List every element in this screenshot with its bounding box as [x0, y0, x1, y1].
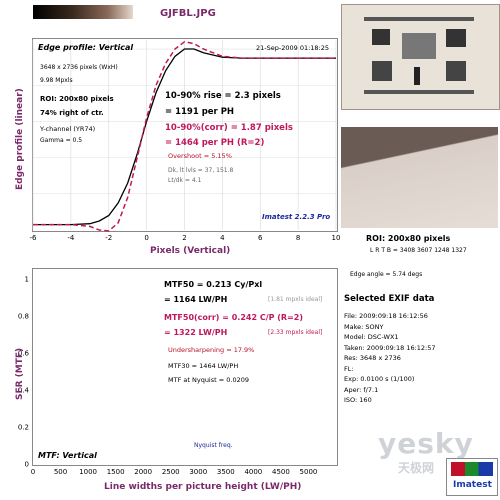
- edge-angle: Edge angle = 5.74 degs: [350, 271, 423, 278]
- exif-row: Taken: 2009:09:18 16:12:57: [344, 343, 436, 352]
- mtf-ylabel: SFR (MTF): [15, 347, 25, 400]
- edge-gamma: Gamma = 0.5: [40, 137, 83, 144]
- x-tick-label: 5000: [300, 468, 318, 476]
- edge-position: 74% right of ctr.: [40, 109, 104, 117]
- exif-row: Model: DSC-WX1: [344, 333, 399, 341]
- x-tick-label: 3000: [189, 468, 207, 476]
- ideal-1: [1.81 mpxls ideal]: [268, 296, 323, 303]
- y-tick-label: 0.8: [18, 313, 29, 321]
- mtf30: MTF30 = 1464 LW/PH: [168, 362, 239, 370]
- x-tick-label: 3500: [217, 468, 235, 476]
- y-tick-label: 0.6: [18, 350, 30, 358]
- x-tick-label: -2: [105, 234, 112, 242]
- edge-profile-panel: [32, 38, 338, 232]
- roi-crop-image: [341, 127, 498, 228]
- gray-gradient-strip: [33, 5, 133, 19]
- yesky-watermark: yesky: [378, 427, 474, 460]
- edge-per-ph-corr: = 1464 per PH (R=2): [165, 138, 265, 148]
- edge-dk-lt: Dk, lt lvls = 37, 151.8: [168, 167, 234, 174]
- edge-lt-dk: Lt/dk = 4.1: [168, 177, 202, 184]
- x-tick-label: 4000: [244, 468, 262, 476]
- imatest-logo-text: Imatest: [453, 480, 492, 490]
- undersharpening: Undersharpening = 17.9%: [168, 346, 255, 354]
- exif-row: FL:: [344, 364, 354, 373]
- file-title: GJFBL.JPG: [160, 8, 216, 19]
- x-tick-label: 1500: [107, 468, 125, 476]
- yesky-watermark-cn: 天极网: [398, 461, 435, 475]
- mtf-at-nyquist: MTF at Nyquist = 0.0209: [168, 376, 249, 384]
- mtf50-lw: = 1164 LW/PH: [164, 295, 228, 304]
- edge-per-ph: = 1191 per PH: [165, 107, 235, 117]
- x-tick-label: 1000: [79, 468, 97, 476]
- x-tick-label: 6: [258, 234, 263, 242]
- mtf50-corr: MTF50(corr) = 0.242 C/P (R=2): [164, 313, 304, 322]
- x-tick-label: 4500: [272, 468, 290, 476]
- x-tick-label: 500: [54, 468, 67, 476]
- roi-lrtb: L R T B = 3408 3607 1248 1327: [370, 247, 467, 254]
- edge-rise: 10-90% rise = 2.3 pixels: [165, 91, 281, 101]
- mtf-xlabel: Line widths per picture height (LW/PH): [104, 482, 302, 492]
- edge-roi: ROI: 200x80 pixels: [40, 95, 114, 103]
- x-tick-label: 2: [182, 234, 186, 242]
- exif-row: ISO: 160: [344, 396, 372, 404]
- x-tick-label: -4: [67, 234, 75, 242]
- x-tick-label: 2000: [134, 468, 152, 476]
- x-tick-label: 0: [144, 234, 148, 242]
- edge-rise-corr: 10-90%(corr) = 1.87 pixels: [165, 123, 293, 133]
- y-tick-label: 0.4: [18, 387, 30, 395]
- edge-ylabel: Edge profile (linear): [15, 88, 25, 190]
- edge-pixels: 3648 x 2736 pixels (WxH): [40, 64, 118, 71]
- exif-row: Exp: 0.0100 s (1/100): [344, 375, 415, 383]
- x-tick-label: 2500: [162, 468, 180, 476]
- edge-channel: Y-channel (YR74): [40, 125, 96, 133]
- x-tick-label: -6: [30, 234, 38, 242]
- edge-mpxls: 9.98 Mpxls: [40, 77, 73, 84]
- mtf50: MTF50 = 0.213 Cy/Pxl: [164, 280, 263, 289]
- exif-row: Aper: f/7.1: [344, 385, 379, 394]
- edge-overshoot: Overshoot = 5.15%: [168, 152, 232, 160]
- x-tick-label: 0: [31, 468, 35, 476]
- x-tick-label: 4: [220, 234, 225, 242]
- x-tick-label: 10: [332, 234, 341, 242]
- series-line-0: [33, 48, 336, 226]
- nyquist-label: Nyquist freq.: [194, 442, 233, 449]
- ideal-2: [2.33 mpxls ideal]: [268, 329, 323, 336]
- y-tick-label: 1: [25, 276, 29, 284]
- imatest-logo: Imatest: [446, 458, 498, 496]
- x-tick-label: 8: [296, 234, 300, 242]
- series-line-1: [33, 41, 336, 232]
- exif-row: Res: 3648 x 2736: [344, 354, 401, 362]
- edge-datetime: 21-Sep-2009 01:18:25: [256, 44, 330, 52]
- y-tick-label: 0.2: [18, 424, 29, 432]
- mtf-panel: [32, 268, 338, 466]
- mtf-title: MTF: Vertical: [38, 451, 97, 460]
- test-chart-thumbnail: [341, 4, 500, 110]
- edge-version: Imatest 2.2.3 Pro: [262, 213, 331, 221]
- exif-title: Selected EXIF data: [344, 294, 435, 304]
- roi-title: ROI: 200x80 pixels: [366, 234, 451, 243]
- edge-xlabel: Pixels (Vertical): [150, 246, 231, 256]
- exif-row: Make: SONY: [344, 322, 384, 331]
- edge-title: Edge profile: Vertical: [38, 43, 134, 52]
- exif-row: File: 2009:09:18 16:12:56: [344, 312, 428, 320]
- y-tick-label: 0: [25, 461, 29, 469]
- mtf50-corr-lw: = 1322 LW/PH: [164, 328, 228, 337]
